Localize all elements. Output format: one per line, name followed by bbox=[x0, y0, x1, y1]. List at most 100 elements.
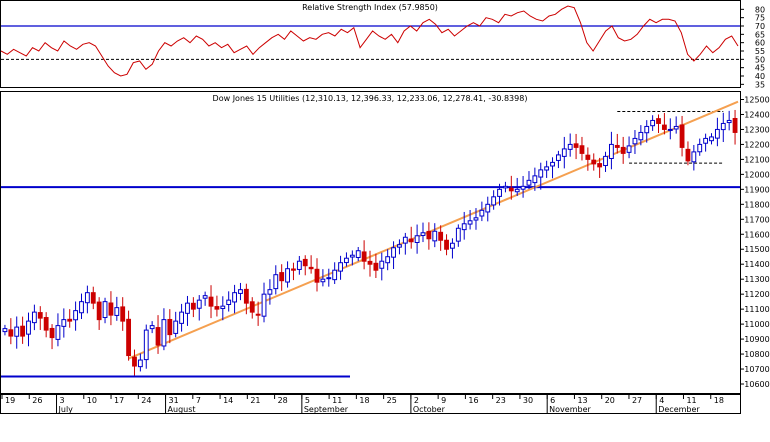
candle-body-33 bbox=[196, 299, 202, 309]
candle-body-6 bbox=[37, 312, 43, 319]
candle-body-93 bbox=[550, 161, 555, 167]
candle-body-120 bbox=[709, 136, 714, 142]
candle-body-38 bbox=[226, 299, 232, 305]
trendline bbox=[128, 100, 739, 360]
candle-body-91 bbox=[538, 169, 544, 178]
candle-body-73 bbox=[432, 230, 438, 242]
candle-body-70 bbox=[414, 235, 420, 244]
candle-body-12 bbox=[73, 310, 79, 321]
candle-body-101 bbox=[597, 163, 603, 168]
rsi-y-tick-label-3: 50 bbox=[755, 55, 765, 64]
candle-body-58 bbox=[344, 257, 349, 264]
rsi-y-tick-label-4: 55 bbox=[755, 47, 765, 56]
candle-body-43 bbox=[255, 313, 261, 316]
candle-body-81 bbox=[479, 209, 485, 217]
candle-body-109 bbox=[644, 125, 650, 134]
candle-body-99 bbox=[585, 154, 591, 160]
candle-body-71 bbox=[420, 232, 426, 236]
price-y-tick-label-12: 11800 bbox=[744, 200, 769, 209]
month-label-3: October bbox=[413, 405, 446, 414]
candle-body-16 bbox=[96, 301, 102, 321]
month-label-4: November bbox=[549, 405, 591, 414]
x-tick-label-23: 27 bbox=[632, 396, 642, 405]
candle-body-9 bbox=[55, 325, 61, 340]
x-axis: 19 26 3 10 17 24 31 7 14 21 28 5 11 18 25 2 9 16 23 30 6 13 20… bbox=[0, 394, 741, 414]
price-y-tick-label-2: 10800 bbox=[744, 350, 769, 359]
price-y-tick-label-18: 12400 bbox=[744, 110, 769, 119]
candle-body-29 bbox=[173, 320, 179, 334]
candle-body-54 bbox=[320, 278, 326, 283]
candle-body-35 bbox=[208, 296, 214, 307]
price-y-tick-label-11: 11700 bbox=[744, 215, 769, 224]
candle-body-108 bbox=[638, 131, 644, 141]
x-tick-label-10: 28 bbox=[278, 396, 288, 405]
x-axis-ticks: 19 26 3 10 17 24 31 7 14 21 28 5 11 18 25 2 9 16 23 30 6 13 20… bbox=[1, 395, 724, 405]
candle-body-119 bbox=[703, 137, 709, 144]
candle-body-63 bbox=[373, 262, 379, 271]
price-y-tick-label-5: 11100 bbox=[744, 305, 769, 314]
candle-body-21 bbox=[126, 318, 132, 357]
candle-body-5 bbox=[31, 311, 37, 324]
candle-body-55 bbox=[326, 277, 332, 280]
x-tick-label-11: 5 bbox=[305, 396, 310, 405]
candle-body-48 bbox=[285, 268, 290, 283]
candle-body-62 bbox=[367, 260, 373, 265]
candle-body-76 bbox=[450, 242, 455, 249]
candlesticks bbox=[2, 109, 738, 376]
candle-body-89 bbox=[526, 179, 532, 186]
rsi-title: Relative Strength Index (57.9850) bbox=[302, 3, 438, 12]
x-tick-label-3: 10 bbox=[87, 396, 97, 405]
price-y-tick-label-4: 11000 bbox=[744, 320, 769, 329]
candle-body-124 bbox=[732, 118, 738, 133]
candle-body-90 bbox=[532, 175, 538, 184]
candle-body-57 bbox=[338, 262, 343, 272]
candle-body-47 bbox=[279, 272, 285, 282]
candle-body-15 bbox=[90, 292, 96, 304]
candle-body-112 bbox=[661, 124, 667, 130]
candle-body-0 bbox=[2, 328, 8, 333]
candle-body-24 bbox=[143, 329, 149, 361]
price-y-tick-label-14: 12000 bbox=[744, 170, 769, 179]
x-tick-label-19: 30 bbox=[523, 396, 533, 405]
candle-body-82 bbox=[485, 203, 491, 213]
candle-body-46 bbox=[273, 274, 279, 290]
price-y-tick-label-10: 11600 bbox=[744, 230, 769, 239]
price-title: Dow Jones 15 Utilities (12,310.13, 12,39… bbox=[213, 94, 528, 103]
x-tick-label-14: 25 bbox=[387, 396, 397, 405]
candle-body-64 bbox=[379, 260, 385, 269]
x-tick-label-25: 11 bbox=[686, 396, 696, 405]
candle-body-7 bbox=[43, 317, 49, 331]
rsi-y-tick-label-7: 70 bbox=[755, 22, 765, 31]
candle-body-14 bbox=[84, 292, 90, 304]
candle-body-44 bbox=[261, 293, 267, 317]
candle-body-52 bbox=[308, 266, 314, 270]
candle-body-42 bbox=[249, 301, 255, 313]
candle-body-97 bbox=[573, 143, 579, 148]
x-axis-months: July August September October November Decemb… bbox=[56, 395, 700, 414]
candle-body-8 bbox=[49, 327, 55, 339]
x-tick-label-21: 13 bbox=[577, 396, 587, 405]
candle-body-26 bbox=[155, 327, 161, 346]
rsi-y-tick-label-6: 65 bbox=[755, 30, 765, 39]
candle-body-84 bbox=[497, 188, 502, 197]
rsi-reference-lines bbox=[1, 25, 740, 60]
x-tick-label-20: 6 bbox=[550, 396, 555, 405]
candle-body-3 bbox=[20, 325, 26, 337]
rsi-y-tick-label-2: 45 bbox=[755, 64, 765, 73]
candle-body-103 bbox=[608, 143, 614, 159]
candle-body-77 bbox=[455, 227, 461, 242]
price-y-tick-label-9: 11500 bbox=[744, 245, 769, 254]
candle-body-111 bbox=[656, 118, 661, 124]
candle-body-40 bbox=[238, 289, 243, 294]
candle-body-88 bbox=[520, 185, 526, 190]
candle-body-67 bbox=[397, 244, 402, 248]
candle-body-121 bbox=[714, 128, 720, 139]
candle-body-50 bbox=[296, 260, 302, 270]
price-y-tick-label-0: 10600 bbox=[744, 380, 769, 389]
rsi-y-tick-label-8: 75 bbox=[755, 14, 765, 23]
x-tick-label-12: 11 bbox=[332, 396, 342, 405]
rsi-y-tick-label-9: 80 bbox=[755, 5, 765, 14]
candle-body-20 bbox=[120, 306, 126, 322]
candle-body-79 bbox=[467, 220, 473, 225]
